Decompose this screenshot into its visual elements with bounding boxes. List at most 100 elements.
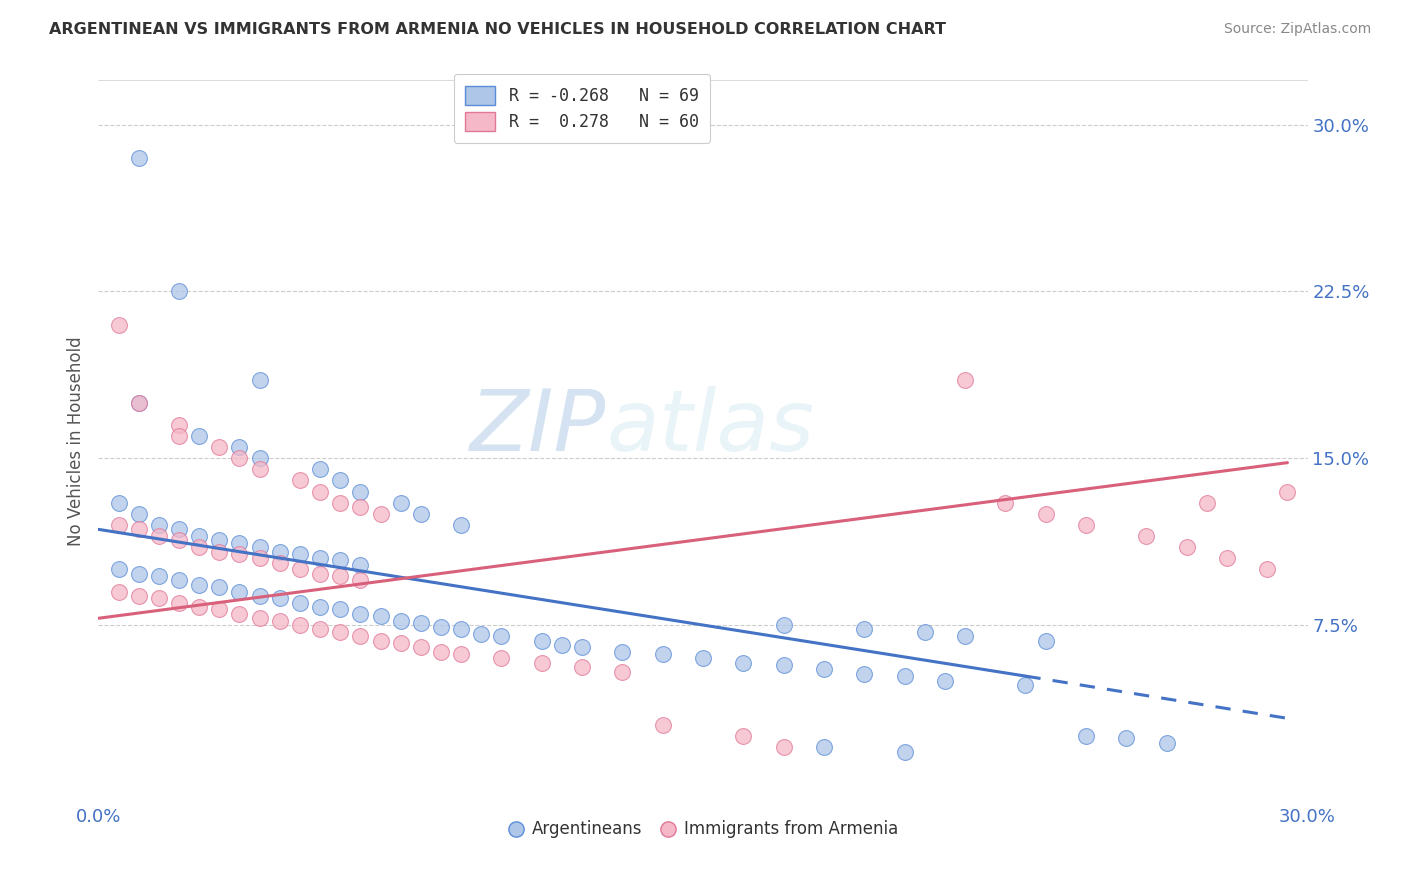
Point bbox=[1135, 529, 1157, 543]
Point bbox=[309, 462, 332, 476]
Point bbox=[128, 566, 150, 581]
Point bbox=[107, 318, 129, 332]
Point bbox=[249, 540, 271, 554]
Point bbox=[148, 591, 170, 606]
Point bbox=[228, 607, 250, 621]
Point bbox=[228, 451, 250, 466]
Point bbox=[409, 640, 432, 655]
Point bbox=[249, 611, 271, 625]
Point bbox=[1014, 678, 1036, 692]
Point bbox=[1195, 496, 1218, 510]
Point bbox=[389, 636, 412, 650]
Point bbox=[288, 547, 311, 561]
Point bbox=[269, 614, 291, 628]
Text: ZIP: ZIP bbox=[470, 385, 606, 468]
Point bbox=[329, 602, 352, 616]
Point bbox=[249, 373, 271, 387]
Point bbox=[128, 395, 150, 409]
Point bbox=[1074, 729, 1097, 743]
Point bbox=[409, 615, 432, 630]
Point bbox=[249, 451, 271, 466]
Point bbox=[288, 618, 311, 632]
Point bbox=[692, 651, 714, 665]
Point bbox=[208, 533, 231, 548]
Point bbox=[107, 517, 129, 532]
Point bbox=[188, 529, 211, 543]
Point bbox=[167, 429, 190, 443]
Point bbox=[107, 562, 129, 576]
Point bbox=[288, 474, 311, 488]
Point bbox=[1256, 562, 1278, 576]
Text: Source: ZipAtlas.com: Source: ZipAtlas.com bbox=[1223, 22, 1371, 37]
Point bbox=[571, 660, 593, 674]
Point bbox=[1035, 507, 1057, 521]
Point bbox=[329, 496, 352, 510]
Point bbox=[349, 607, 371, 621]
Point bbox=[1115, 731, 1137, 746]
Point bbox=[772, 740, 794, 755]
Point bbox=[389, 496, 412, 510]
Point bbox=[309, 551, 332, 566]
Point bbox=[309, 600, 332, 615]
Point bbox=[249, 551, 271, 566]
Point bbox=[349, 484, 371, 499]
Point bbox=[530, 633, 553, 648]
Point bbox=[370, 507, 392, 521]
Point bbox=[953, 629, 976, 643]
Point bbox=[651, 647, 673, 661]
Point bbox=[128, 507, 150, 521]
Point bbox=[128, 151, 150, 165]
Point bbox=[914, 624, 936, 639]
Point bbox=[409, 507, 432, 521]
Point bbox=[934, 673, 956, 688]
Legend: Argentineans, Immigrants from Armenia: Argentineans, Immigrants from Armenia bbox=[501, 814, 905, 845]
Point bbox=[733, 656, 755, 670]
Point bbox=[530, 656, 553, 670]
Y-axis label: No Vehicles in Household: No Vehicles in Household bbox=[66, 336, 84, 547]
Point bbox=[107, 496, 129, 510]
Point bbox=[994, 496, 1017, 510]
Point bbox=[188, 600, 211, 615]
Point bbox=[249, 589, 271, 603]
Point bbox=[612, 645, 634, 659]
Point bbox=[167, 574, 190, 588]
Point bbox=[853, 666, 876, 681]
Point bbox=[893, 669, 915, 683]
Point bbox=[450, 647, 472, 661]
Point bbox=[349, 574, 371, 588]
Point bbox=[228, 535, 250, 549]
Point bbox=[128, 395, 150, 409]
Point bbox=[148, 529, 170, 543]
Point bbox=[491, 651, 513, 665]
Point bbox=[309, 484, 332, 499]
Point bbox=[288, 562, 311, 576]
Point bbox=[651, 718, 673, 732]
Point bbox=[167, 417, 190, 432]
Point bbox=[329, 569, 352, 583]
Point bbox=[167, 285, 190, 299]
Point bbox=[1175, 540, 1198, 554]
Point bbox=[148, 517, 170, 532]
Point bbox=[349, 558, 371, 572]
Point bbox=[772, 657, 794, 672]
Point bbox=[208, 602, 231, 616]
Point bbox=[269, 544, 291, 558]
Point bbox=[167, 522, 190, 536]
Point bbox=[1216, 551, 1239, 566]
Point bbox=[813, 662, 835, 676]
Point bbox=[329, 474, 352, 488]
Point bbox=[349, 500, 371, 515]
Text: ARGENTINEAN VS IMMIGRANTS FROM ARMENIA NO VEHICLES IN HOUSEHOLD CORRELATION CHAR: ARGENTINEAN VS IMMIGRANTS FROM ARMENIA N… bbox=[49, 22, 946, 37]
Point bbox=[571, 640, 593, 655]
Point bbox=[228, 584, 250, 599]
Point bbox=[329, 624, 352, 639]
Point bbox=[370, 633, 392, 648]
Text: atlas: atlas bbox=[606, 385, 814, 468]
Point bbox=[430, 645, 453, 659]
Point bbox=[470, 627, 492, 641]
Point bbox=[188, 540, 211, 554]
Point bbox=[1035, 633, 1057, 648]
Point bbox=[733, 729, 755, 743]
Point bbox=[953, 373, 976, 387]
Point bbox=[188, 429, 211, 443]
